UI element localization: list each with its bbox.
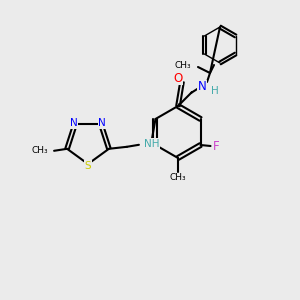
Text: CH₃: CH₃	[174, 61, 191, 70]
Text: CH₃: CH₃	[170, 173, 186, 182]
Text: NH: NH	[144, 139, 159, 149]
Text: N: N	[70, 118, 78, 128]
Text: H: H	[211, 86, 219, 96]
Text: S: S	[85, 161, 91, 171]
Text: N: N	[98, 118, 106, 128]
Text: N: N	[198, 80, 206, 94]
Text: F: F	[213, 140, 220, 154]
Text: CH₃: CH₃	[32, 146, 48, 155]
Text: O: O	[173, 71, 183, 85]
